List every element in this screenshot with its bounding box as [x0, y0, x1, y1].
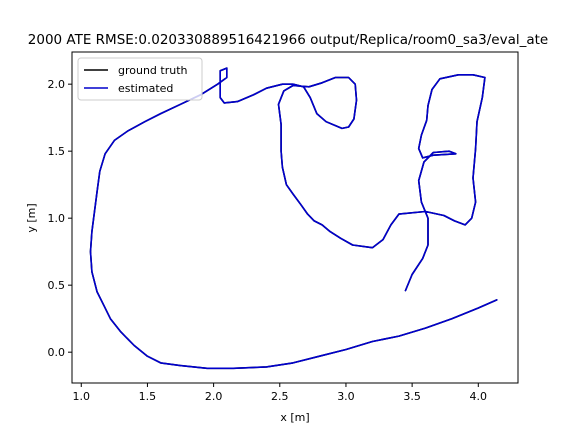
x-tick-label: 1.5 [139, 390, 157, 403]
x-ticks: 1.0 1.5 2.0 2.5 3.0 3.5 4.0 [73, 383, 488, 403]
y-ticks: 0.0 0.5 1.0 1.5 2.0 [48, 78, 72, 359]
legend-label-estimated: estimated [118, 82, 173, 95]
legend-box [77, 57, 203, 101]
x-tick-label: 1.0 [73, 390, 91, 403]
x-tick-label: 4.0 [470, 390, 488, 403]
series-layer [89, 67, 498, 370]
x-tick-label: 3.5 [403, 390, 421, 403]
chart-title: 2000 ATE RMSE:0.020330889516421966 outpu… [28, 32, 548, 48]
y-tick-label: 1.5 [48, 145, 66, 158]
y-tick-label: 2.0 [48, 78, 66, 91]
x-tick-label: 2.0 [205, 390, 223, 403]
y-axis-label: y [m] [25, 203, 38, 232]
x-axis-label: x [m] [280, 411, 309, 424]
y-tick-label: 1.0 [48, 212, 66, 225]
legend-label-ground-truth: ground truth [118, 64, 188, 77]
x-tick-label: 2.5 [271, 390, 289, 403]
x-tick-label: 3.0 [337, 390, 355, 403]
plot-frame [71, 51, 519, 384]
legend: ground truth estimated [77, 57, 203, 101]
y-tick-label: 0.0 [48, 346, 66, 359]
y-tick-label: 0.5 [48, 279, 66, 292]
series-line-estimated [89, 67, 498, 370]
